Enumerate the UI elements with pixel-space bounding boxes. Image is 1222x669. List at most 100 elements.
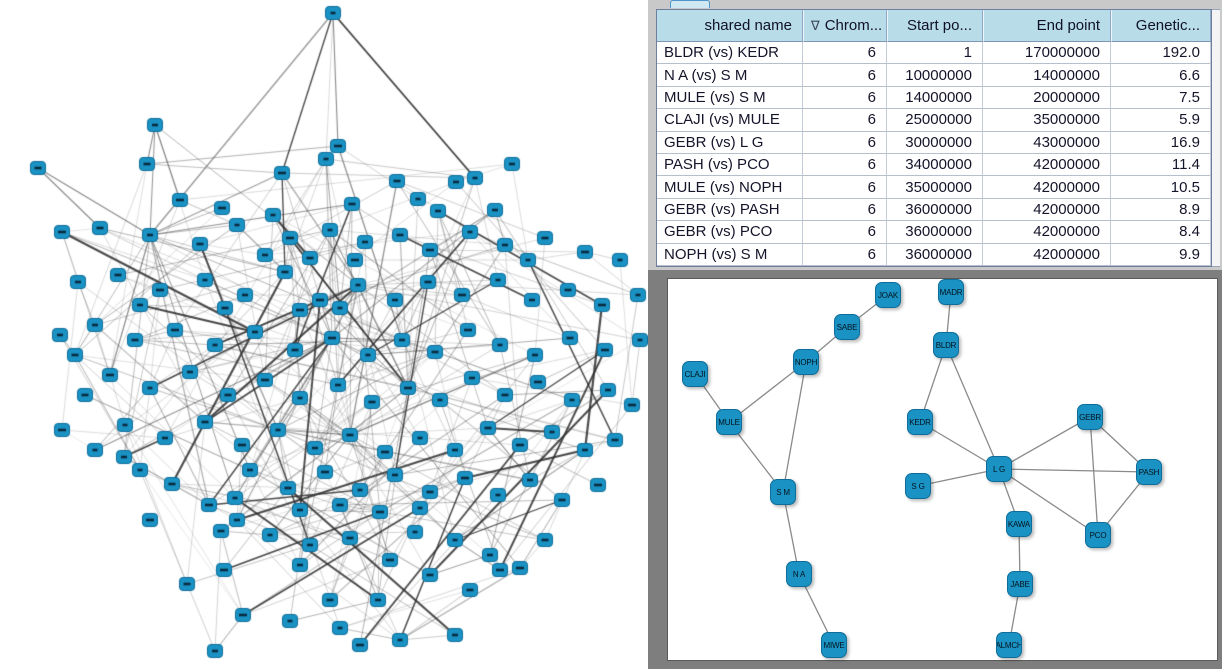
detail-network-canvas[interactable]: JOAK MADR SABE BLDR NOPH CLAJI MULE KEDR GEBR L G…: [667, 278, 1218, 661]
network-edge[interactable]: [782, 491, 800, 575]
network-edge[interactable]: [945, 344, 1000, 470]
column-header-label: shared name: [704, 17, 792, 34]
cell-shared-name: MULE (vs) S M: [657, 86, 803, 110]
overview-network-panel: [0, 0, 650, 669]
cell-chrom: 6: [803, 198, 887, 222]
table-scrollbar[interactable]: [1212, 9, 1220, 267]
cell-end-point: 14000000: [983, 64, 1111, 87]
overview-network-canvas[interactable]: [0, 0, 650, 669]
column-header-shared-name[interactable]: shared name: [657, 10, 803, 42]
column-header-end-point[interactable]: End point: [983, 10, 1111, 42]
table-row[interactable]: N A (vs) S M 6 10000000 14000000 6.6: [657, 64, 1211, 87]
cell-chrom: 6: [803, 243, 887, 266]
cell-chrom: 6: [803, 64, 887, 87]
network-node-joak[interactable]: JOAK: [875, 282, 901, 308]
column-header-start-po[interactable]: Start po...: [887, 10, 983, 42]
cell-genetic: 5.9: [1111, 109, 1211, 132]
network-edge[interactable]: [998, 468, 1150, 473]
cell-start-po: 1: [887, 42, 983, 65]
filter-icon[interactable]: ∇: [811, 18, 820, 33]
column-header-label: Genetic...: [1135, 17, 1200, 34]
network-edge[interactable]: [998, 416, 1091, 470]
cell-genetic: 7.5: [1111, 86, 1211, 110]
network-edge[interactable]: [998, 468, 1099, 536]
cell-genetic: 16.9: [1111, 131, 1211, 154]
edge-table: shared name ∇ Chrom... Start po... End point…: [656, 9, 1212, 267]
cell-shared-name: GEBR (vs) L G: [657, 131, 803, 154]
cell-chrom: 6: [803, 176, 887, 199]
cell-start-po: 30000000: [887, 131, 983, 154]
cell-end-point: 20000000: [983, 86, 1111, 110]
cell-genetic: 9.9: [1111, 243, 1211, 266]
table-panel: shared name ∇ Chrom... Start po... End point…: [648, 0, 1222, 270]
column-header-label: Start po...: [906, 17, 972, 34]
table-row[interactable]: CLAJI (vs) MULE 6 25000000 35000000 5.9: [657, 109, 1211, 132]
network-node-gebr[interactable]: GEBR: [1077, 404, 1103, 430]
cell-end-point: 42000000: [983, 221, 1111, 244]
cell-start-po: 10000000: [887, 64, 983, 87]
cell-chrom: 6: [803, 109, 887, 132]
partial-tab[interactable]: [670, 0, 710, 8]
network-node-s-g[interactable]: S G: [905, 473, 931, 499]
table-row[interactable]: GEBR (vs) L G 6 30000000 43000000 16.9: [657, 131, 1211, 154]
cell-end-point: 42000000: [983, 176, 1111, 199]
cell-chrom: 6: [803, 86, 887, 110]
network-node-kawa[interactable]: KAWA: [1006, 511, 1032, 537]
cell-shared-name: GEBR (vs) PASH: [657, 198, 803, 222]
cell-end-point: 170000000: [983, 42, 1111, 65]
cell-shared-name: NOPH (vs) S M: [657, 243, 803, 266]
cell-end-point: 43000000: [983, 131, 1111, 154]
cell-start-po: 35000000: [887, 176, 983, 199]
cell-start-po: 36000000: [887, 221, 983, 244]
network-node-bldr[interactable]: BLDR: [933, 332, 959, 358]
table-row[interactable]: NOPH (vs) S M 6 36000000 42000000 9.9: [657, 243, 1211, 266]
network-edge[interactable]: [782, 361, 807, 493]
network-node-s-m[interactable]: S M: [770, 479, 796, 505]
cell-shared-name: PASH (vs) PCO: [657, 153, 803, 177]
cell-genetic: 8.9: [1111, 198, 1211, 222]
table-header-row: shared name ∇ Chrom... Start po... End point…: [657, 10, 1211, 42]
column-header-label: End point: [1036, 17, 1100, 34]
column-header-label: Chrom...: [824, 17, 883, 34]
table-row[interactable]: GEBR (vs) PASH 6 36000000 42000000 8.9: [657, 198, 1211, 222]
network-edge[interactable]: [919, 421, 1000, 470]
cell-start-po: 34000000: [887, 153, 983, 177]
network-node-almch[interactable]: ALMCH: [996, 632, 1022, 658]
column-header-chrom[interactable]: ∇ Chrom...: [803, 10, 887, 42]
cell-start-po: 25000000: [887, 109, 983, 132]
detail-network-panel: JOAK MADR SABE BLDR NOPH CLAJI MULE KEDR GEBR L G…: [648, 270, 1222, 669]
cell-genetic: 11.4: [1111, 153, 1211, 177]
cell-start-po: 36000000: [887, 243, 983, 266]
table-body: BLDR (vs) KEDR 6 1 170000000 192.0 N A (vs) S…: [657, 42, 1211, 266]
network-node-sabe[interactable]: SABE: [834, 314, 860, 340]
network-node-l-g[interactable]: L G: [986, 456, 1012, 482]
table-row[interactable]: GEBR (vs) PCO 6 36000000 42000000 8.4: [657, 221, 1211, 244]
cell-genetic: 192.0: [1111, 42, 1211, 65]
cell-chrom: 6: [803, 131, 887, 154]
network-node-jabe[interactable]: JABE: [1007, 571, 1033, 597]
table-row[interactable]: MULE (vs) NOPH 6 35000000 42000000 10.5: [657, 176, 1211, 199]
network-edge[interactable]: [917, 468, 1000, 487]
network-edge[interactable]: [1089, 416, 1099, 536]
table-row[interactable]: BLDR (vs) KEDR 6 1 170000000 192.0: [657, 42, 1211, 65]
cell-end-point: 42000000: [983, 198, 1111, 222]
table-row[interactable]: PASH (vs) PCO 6 34000000 42000000 11.4: [657, 153, 1211, 177]
cell-shared-name: MULE (vs) NOPH: [657, 176, 803, 199]
network-node-mule[interactable]: MULE: [716, 409, 742, 435]
cell-chrom: 6: [803, 221, 887, 244]
network-node-pash[interactable]: PASH: [1136, 459, 1162, 485]
network-node-pco[interactable]: PCO: [1085, 522, 1111, 548]
network-node-noph[interactable]: NOPH: [793, 349, 819, 375]
network-edge[interactable]: [728, 361, 807, 423]
cell-genetic: 10.5: [1111, 176, 1211, 199]
network-node-madr[interactable]: MADR: [938, 279, 964, 305]
table-row[interactable]: MULE (vs) S M 6 14000000 20000000 7.5: [657, 86, 1211, 110]
network-node-kedr[interactable]: KEDR: [907, 409, 933, 435]
column-header-genetic[interactable]: Genetic...: [1111, 10, 1211, 42]
network-node-claji[interactable]: CLAJI: [682, 361, 708, 387]
network-node-miwe[interactable]: MIWE: [821, 632, 847, 658]
cell-start-po: 14000000: [887, 86, 983, 110]
cell-shared-name: BLDR (vs) KEDR: [657, 42, 803, 65]
cell-shared-name: GEBR (vs) PCO: [657, 221, 803, 244]
network-node-n-a[interactable]: N A: [786, 561, 812, 587]
